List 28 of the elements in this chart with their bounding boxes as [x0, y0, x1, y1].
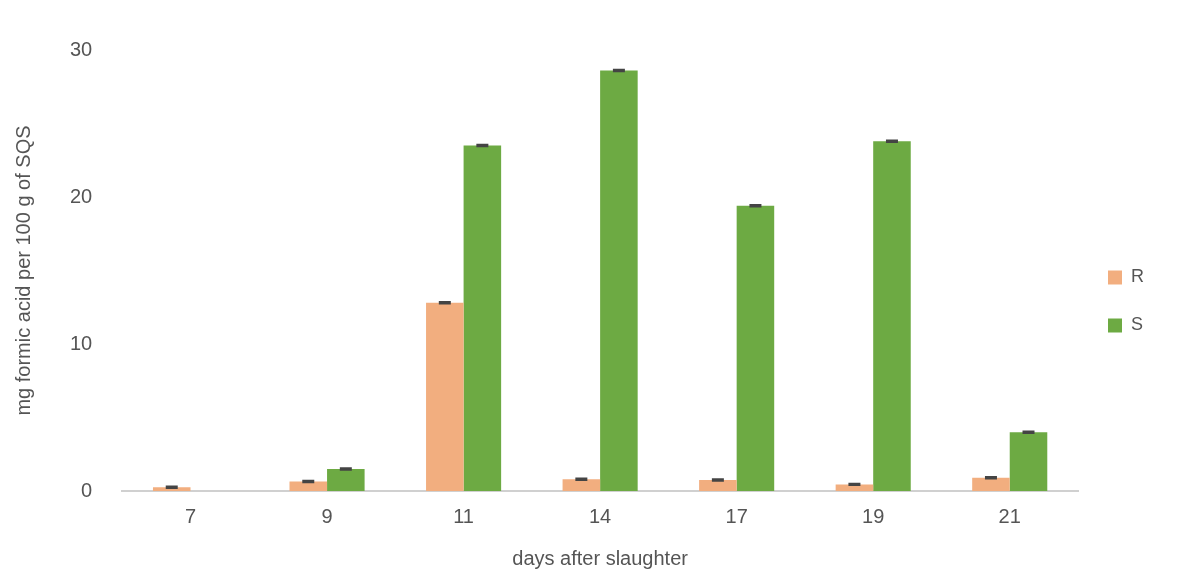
x-tick-label: 11 — [453, 504, 474, 527]
bar — [972, 477, 1010, 491]
y-axis-title: mg formic acid per 100 g of SQS — [11, 125, 34, 416]
bar — [463, 145, 502, 491]
x-tick-label: 14 — [589, 504, 612, 527]
x-tick-label: 19 — [862, 504, 885, 527]
bar — [426, 302, 464, 491]
x-tick-label: 21 — [998, 504, 1021, 527]
bar — [327, 468, 365, 491]
legend-label: S — [1131, 314, 1144, 335]
y-tick-label: 20 — [70, 184, 93, 207]
bar — [1009, 432, 1048, 491]
x-axis-title: days after slaughter — [512, 546, 689, 569]
x-tick-label: 9 — [321, 504, 333, 527]
y-tick-label: 0 — [81, 478, 93, 501]
bar — [736, 205, 775, 491]
y-tick-label: 10 — [70, 331, 93, 354]
y-tick-label: 30 — [70, 37, 93, 60]
bar — [152, 487, 191, 491]
bar — [873, 141, 911, 491]
bar — [699, 479, 737, 491]
x-tick-label: 17 — [725, 504, 748, 527]
x-tick-label: 7 — [184, 504, 197, 527]
bar — [289, 481, 328, 491]
bar — [600, 70, 638, 491]
bar — [562, 479, 601, 491]
bar — [835, 484, 874, 491]
legend-label: R — [1131, 266, 1144, 287]
